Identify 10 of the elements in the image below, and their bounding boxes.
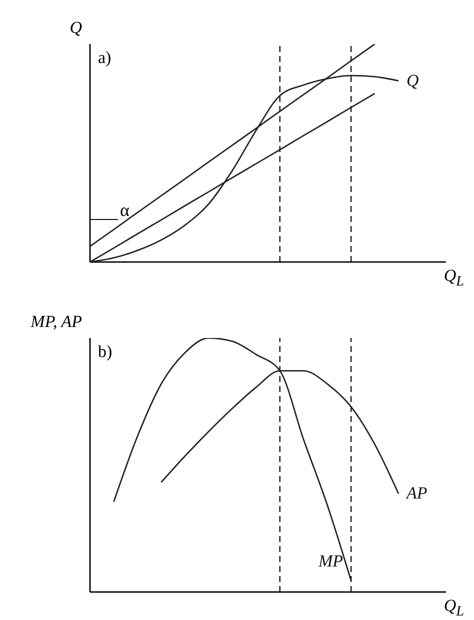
series-label: MP <box>318 552 344 571</box>
x-axis-title: Q$_{L}$ <box>444 596 464 620</box>
y-axis-title: MP, AP <box>30 312 82 332</box>
x-axis-title: Q$_{L}$ <box>444 266 464 290</box>
y-axis-title: Q <box>68 18 82 38</box>
series-label: AP <box>406 484 428 503</box>
chart-title: b) <box>98 342 112 362</box>
series-label: Q <box>406 70 419 90</box>
chart-title: a) <box>98 48 112 68</box>
annotation: α <box>120 200 130 221</box>
